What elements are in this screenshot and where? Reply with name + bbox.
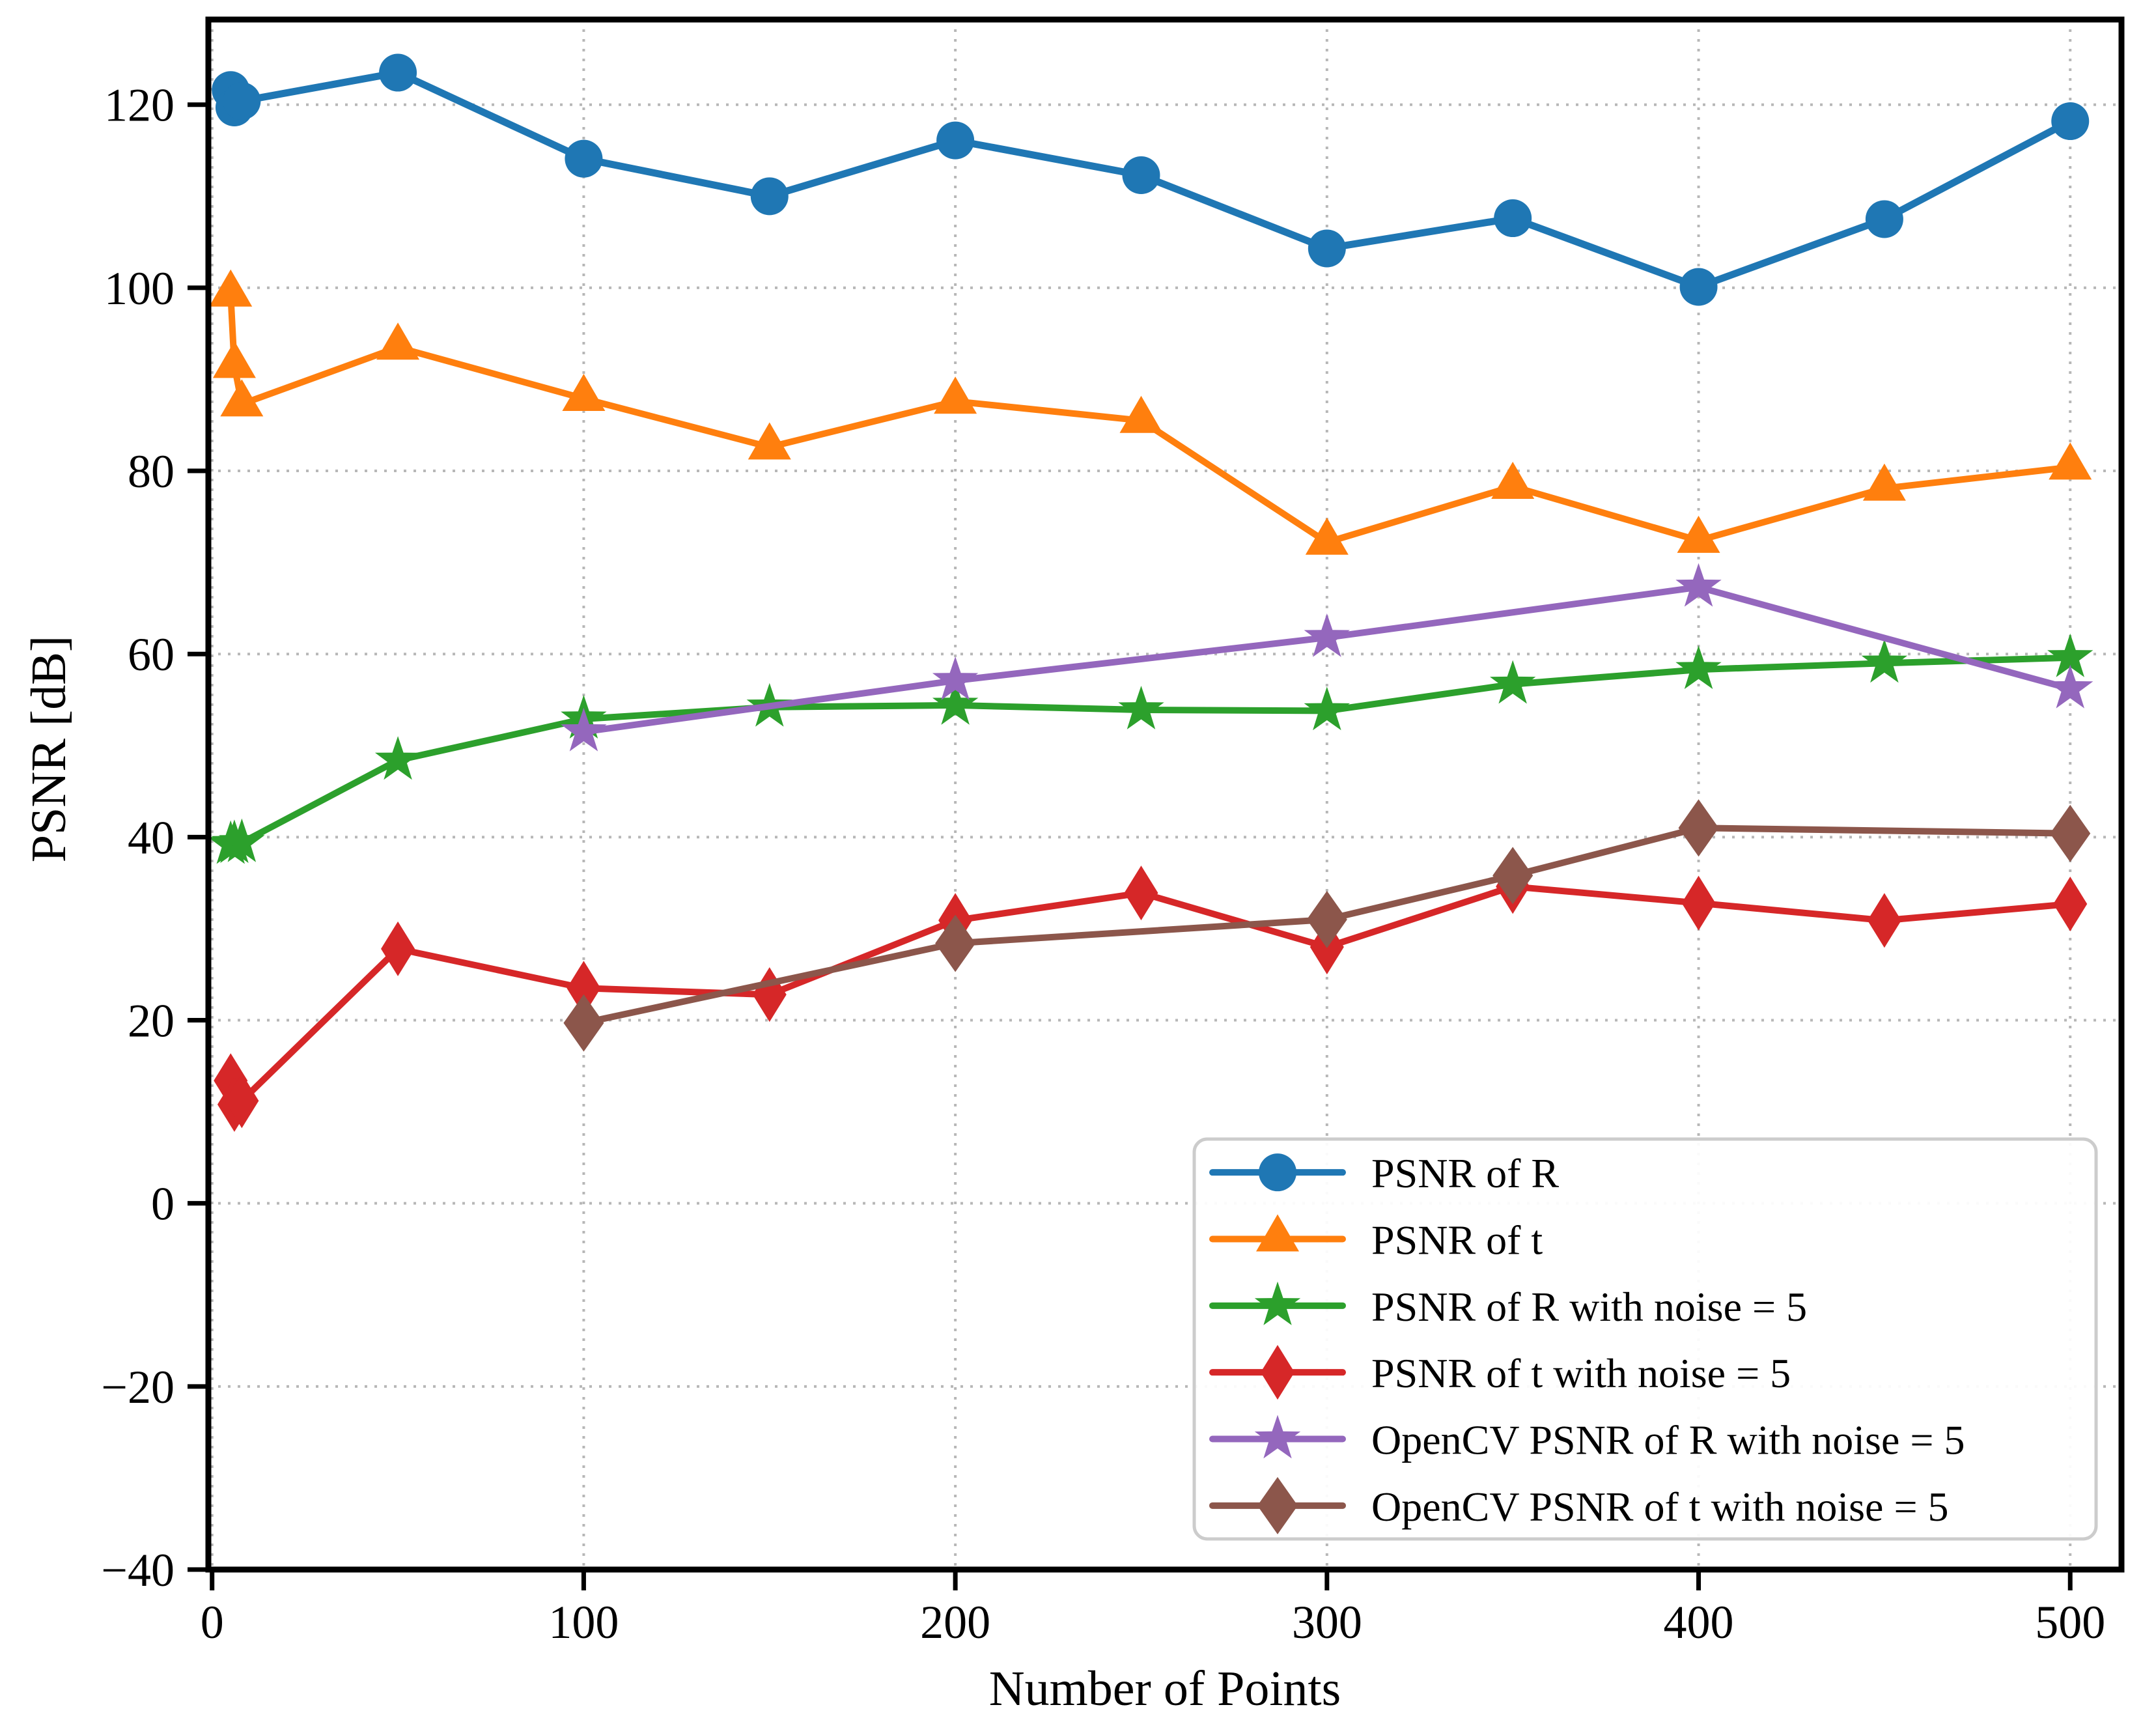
legend-item-0: PSNR of R: [1209, 1150, 1559, 1196]
legend-label: PSNR of R: [1371, 1150, 1559, 1196]
legend-item-4: OpenCV PSNR of R with noise = 5: [1209, 1415, 1965, 1463]
x-axis-label: Number of Points: [989, 1661, 1341, 1716]
y-tick-label: 40: [128, 811, 175, 864]
y-tick-label: 20: [128, 995, 175, 1047]
legend: PSNR of R PSNR of t PSNR of R with noise =…: [1192, 1137, 2098, 1541]
x-tick-label: 400: [1664, 1596, 1734, 1648]
y-tick-label: −20: [101, 1361, 175, 1413]
series-layer: [208, 53, 2093, 1132]
tick-labels: 0 100 200 300 400 500 −40 −20 0 20 40 60 80 100 120: [101, 79, 2105, 1648]
x-tick-label: 100: [548, 1596, 619, 1648]
y-axis-label: PSNR [dB]: [21, 636, 76, 862]
legend-label: PSNR of t with noise = 5: [1371, 1350, 1791, 1396]
x-tick-label: 0: [201, 1596, 224, 1648]
series-5: [563, 799, 2091, 1052]
y-tick-label: 100: [104, 262, 175, 315]
x-tick-label: 300: [1292, 1596, 1362, 1648]
legend-label: PSNR of t: [1371, 1217, 1543, 1263]
axes-spines-and-ticks: [188, 16, 2125, 1590]
legend-item-3: PSNR of t with noise = 5: [1209, 1345, 1791, 1400]
y-tick-label: 80: [128, 445, 175, 498]
y-tick-label: 0: [151, 1178, 175, 1230]
y-tick-label: 120: [104, 79, 175, 132]
legend-label: PSNR of R with noise = 5: [1371, 1284, 1807, 1330]
legend-item-5: OpenCV PSNR of t with noise = 5: [1209, 1476, 1949, 1534]
series-0: [212, 53, 2090, 306]
x-tick-label: 500: [2035, 1596, 2105, 1648]
legend-item-2: PSNR of R with noise = 5: [1209, 1281, 1807, 1330]
x-tick-label: 200: [920, 1596, 990, 1648]
legend-label: OpenCV PSNR of t with noise = 5: [1371, 1484, 1949, 1530]
series-1: [209, 269, 2092, 555]
legend-item-1: PSNR of t: [1209, 1214, 1543, 1263]
y-tick-label: −40: [101, 1544, 175, 1596]
y-tick-label: 60: [128, 628, 175, 681]
legend-label: OpenCV PSNR of R with noise = 5: [1371, 1417, 1965, 1463]
series-4: [561, 563, 2093, 752]
